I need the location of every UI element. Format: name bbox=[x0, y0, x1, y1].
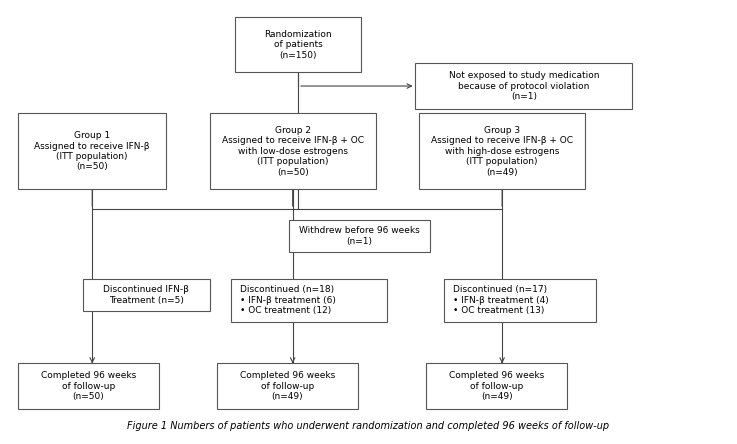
FancyBboxPatch shape bbox=[18, 113, 167, 190]
FancyBboxPatch shape bbox=[209, 113, 376, 190]
Text: Withdrew before 96 weeks
(n=1): Withdrew before 96 weeks (n=1) bbox=[299, 226, 420, 246]
Text: Completed 96 weeks
of follow-up
(n=50): Completed 96 weeks of follow-up (n=50) bbox=[41, 371, 136, 401]
FancyBboxPatch shape bbox=[235, 17, 361, 72]
FancyBboxPatch shape bbox=[83, 278, 209, 311]
Text: Group 2
Assigned to receive IFN-β + OC
with low-dose estrogens
(ITT population)
: Group 2 Assigned to receive IFN-β + OC w… bbox=[222, 126, 363, 177]
Text: Randomization
of patients
(n=150): Randomization of patients (n=150) bbox=[265, 30, 332, 59]
Text: Figure 1 Numbers of patients who underwent randomization and completed 96 weeks : Figure 1 Numbers of patients who underwe… bbox=[128, 421, 609, 431]
FancyBboxPatch shape bbox=[416, 63, 632, 109]
FancyBboxPatch shape bbox=[18, 363, 159, 409]
Text: Completed 96 weeks
of follow-up
(n=49): Completed 96 weeks of follow-up (n=49) bbox=[240, 371, 335, 401]
FancyBboxPatch shape bbox=[217, 363, 357, 409]
FancyBboxPatch shape bbox=[289, 220, 430, 253]
Text: Group 3
Assigned to receive IFN-β + OC
with high-dose estrogens
(ITT population): Group 3 Assigned to receive IFN-β + OC w… bbox=[431, 126, 573, 177]
Text: Completed 96 weeks
of follow-up
(n=49): Completed 96 weeks of follow-up (n=49) bbox=[449, 371, 545, 401]
FancyBboxPatch shape bbox=[426, 363, 567, 409]
Text: Discontinued IFN-β
Treatment (n=5): Discontinued IFN-β Treatment (n=5) bbox=[103, 285, 189, 305]
FancyBboxPatch shape bbox=[444, 278, 596, 322]
Text: Discontinued (n=17)
• IFN-β treatment (4)
• OC treatment (13): Discontinued (n=17) • IFN-β treatment (4… bbox=[453, 285, 549, 315]
Text: Discontinued (n=18)
• IFN-β treatment (6)
• OC treatment (12): Discontinued (n=18) • IFN-β treatment (6… bbox=[240, 285, 336, 315]
Text: Not exposed to study medication
because of protocol violation
(n=1): Not exposed to study medication because … bbox=[449, 71, 599, 101]
FancyBboxPatch shape bbox=[419, 113, 585, 190]
Text: Group 1
Assigned to receive IFN-β
(ITT population)
(n=50): Group 1 Assigned to receive IFN-β (ITT p… bbox=[35, 131, 150, 171]
FancyBboxPatch shape bbox=[231, 278, 386, 322]
